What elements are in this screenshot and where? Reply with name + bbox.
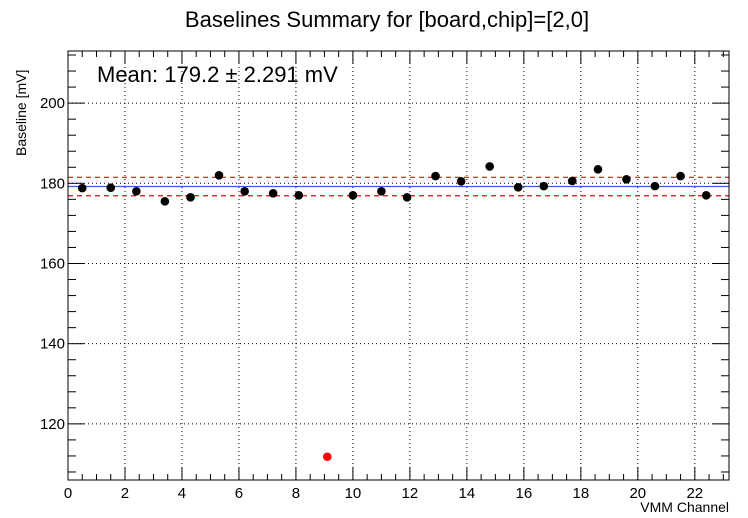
mean-annotation: Mean: 179.2 ± 2.291 mV bbox=[97, 62, 338, 87]
data-point bbox=[214, 170, 224, 180]
data-point bbox=[294, 191, 304, 200]
plot-frame bbox=[67, 50, 730, 481]
y-axis-title: Baseline [mV] bbox=[13, 70, 29, 156]
y-tick-label: 160 bbox=[40, 255, 65, 272]
data-point bbox=[676, 171, 685, 181]
data-point bbox=[567, 176, 577, 186]
x-tick-label: 0 bbox=[64, 485, 72, 502]
axis-ticks bbox=[67, 51, 729, 480]
data-point bbox=[456, 177, 466, 186]
data-point bbox=[240, 187, 249, 196]
chart-title: Baselines Summary for [board,chip]=[2,0] bbox=[185, 7, 589, 32]
x-tick-label: 16 bbox=[516, 485, 533, 502]
grid bbox=[68, 51, 729, 480]
data-point bbox=[701, 191, 711, 200]
y-tick-label: 200 bbox=[40, 95, 65, 112]
data-point bbox=[132, 187, 141, 196]
data-point bbox=[485, 162, 494, 171]
y-tick-label: 120 bbox=[40, 416, 65, 433]
tick-labels: 0 2 4 6 8 10 12 14 16 18 20 22 120 140 160 180 200 bbox=[40, 95, 703, 502]
x-tick-label: 8 bbox=[292, 485, 300, 502]
x-tick-label: 18 bbox=[573, 485, 590, 502]
data-point bbox=[348, 191, 358, 200]
x-tick-label: 2 bbox=[121, 485, 129, 502]
mean-band bbox=[68, 176, 729, 197]
x-tick-label: 20 bbox=[629, 485, 646, 502]
data-point bbox=[186, 193, 195, 202]
y-tick-label: 180 bbox=[40, 175, 65, 192]
data-points bbox=[77, 162, 711, 462]
data-point bbox=[268, 189, 278, 198]
data-point bbox=[539, 181, 549, 191]
data-point bbox=[106, 183, 116, 193]
x-tick-label: 14 bbox=[459, 485, 476, 502]
data-point bbox=[593, 164, 603, 174]
data-point bbox=[431, 171, 440, 181]
data-point bbox=[513, 183, 523, 192]
x-tick-label: 12 bbox=[402, 485, 419, 502]
data-point bbox=[160, 197, 170, 206]
y-tick-label: 140 bbox=[40, 336, 65, 353]
x-tick-label: 6 bbox=[235, 485, 243, 502]
data-point bbox=[77, 183, 87, 193]
data-point bbox=[402, 193, 412, 202]
outlier-point bbox=[322, 452, 332, 462]
x-tick-label: 10 bbox=[345, 485, 362, 502]
data-point bbox=[622, 174, 631, 184]
x-axis-title: VMM Channel bbox=[640, 499, 729, 515]
x-tick-label: 22 bbox=[686, 485, 703, 502]
x-tick-label: 4 bbox=[178, 485, 186, 502]
data-point bbox=[650, 181, 660, 191]
data-point bbox=[377, 187, 386, 196]
